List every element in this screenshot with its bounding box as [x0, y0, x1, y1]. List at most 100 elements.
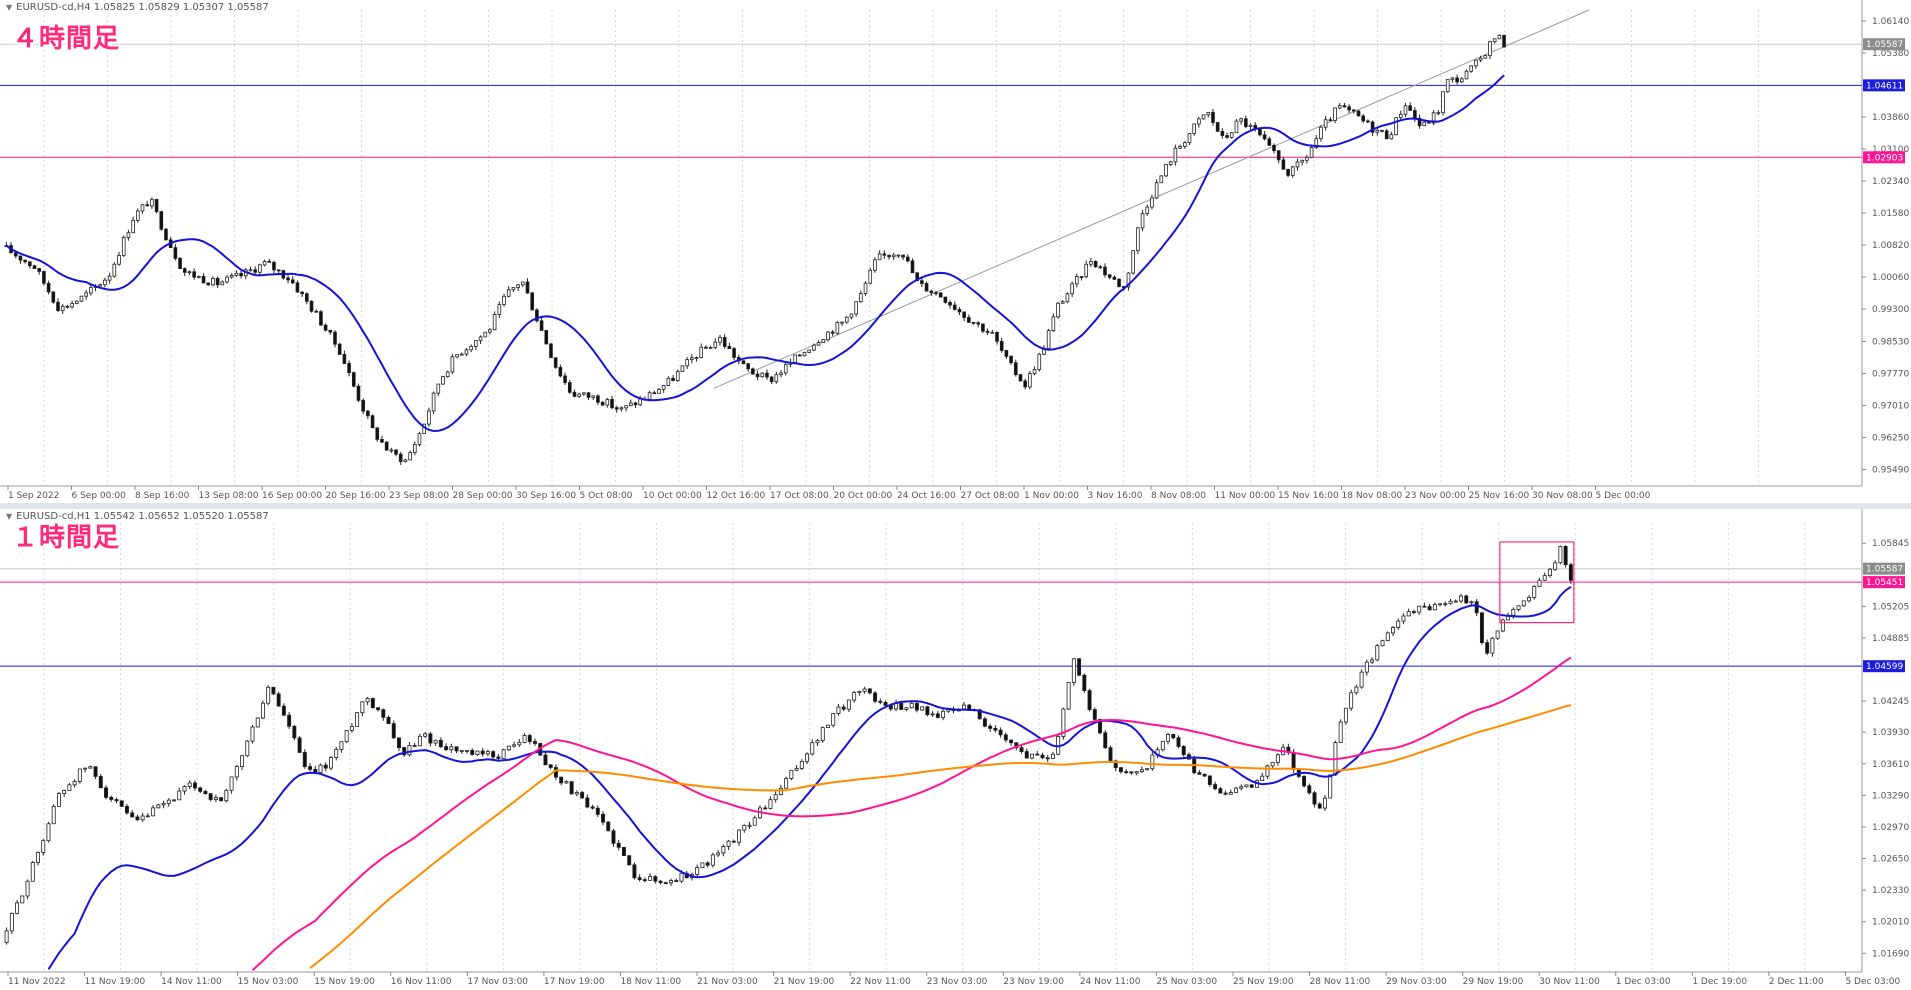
h4-candle-body	[929, 290, 934, 294]
h1-candle-body	[763, 807, 768, 810]
h4-candle-body	[323, 324, 328, 331]
h4-y-tick-label: 1.00820	[1872, 241, 1909, 251]
h1-candle-body	[1521, 600, 1526, 607]
h4-candle-body	[506, 289, 511, 297]
h4-candle-body	[591, 395, 596, 398]
h1-candle-body	[627, 855, 632, 866]
h4-chart-pane[interactable]: 1.06140 1.05380 1.03860 1.03100 1.02340 1.015…	[0, 0, 1911, 506]
h4-candle-body	[427, 410, 431, 425]
h4-candle-body	[1478, 57, 1483, 61]
h4-x-tick-label: 3 Nov 16:00	[1088, 491, 1143, 501]
h1-chart-canvas[interactable]: 1.05845 1.05205 1.04885 1.04245 1.03930 1.036…	[0, 509, 1911, 990]
h4-candle-body	[182, 268, 187, 273]
h1-candle-body	[156, 804, 161, 809]
h1-candle-body	[182, 786, 187, 792]
h1-candle-body	[1338, 721, 1343, 744]
h1-candle-body	[93, 766, 98, 777]
h1-candle-body	[580, 792, 585, 799]
h4-candle-body	[572, 391, 577, 397]
h4-candle-body	[1370, 121, 1375, 133]
h4-candle-body	[1239, 118, 1243, 122]
h1-current-price-label: 1.05587	[1866, 565, 1903, 575]
h1-candle-body	[292, 725, 297, 739]
h4-candle-body	[920, 280, 924, 284]
h4-candle-body	[516, 284, 520, 288]
h4-candle-body	[765, 372, 769, 378]
h4-hline-label-0: 1.04611	[1866, 81, 1903, 91]
h1-candle-body	[920, 706, 925, 711]
h1-candle-body	[506, 745, 511, 751]
h1-candle-body	[260, 702, 265, 719]
h4-timeframe-title: ４時間足	[12, 24, 121, 54]
h4-candle-body	[1413, 110, 1417, 119]
h1-x-tick-label: 22 Nov 11:00	[850, 977, 911, 987]
h1-candle-body	[318, 764, 323, 773]
h4-candle-body	[934, 292, 938, 295]
h4-candle-body	[107, 275, 112, 281]
h4-y-tick-label: 1.03860	[1872, 113, 1909, 123]
h1-candle-body	[1500, 619, 1505, 632]
h1-candle-body	[83, 767, 88, 770]
h1-candle-body	[784, 778, 789, 789]
h4-candle-body	[309, 300, 314, 312]
pane-divider[interactable]	[0, 503, 1911, 509]
h4-candle-body	[826, 331, 830, 341]
h1-x-tick-label: 25 Nov 03:00	[1156, 977, 1217, 987]
h1-candle-body	[1098, 719, 1102, 734]
h4-candle-body	[262, 260, 267, 266]
h1-candle-body	[187, 782, 192, 787]
h1-candle-body	[616, 842, 621, 848]
h1-candle-body	[1542, 575, 1547, 581]
h1-candle-body	[533, 741, 537, 744]
h4-candle-body	[351, 372, 356, 387]
h1-candle-body	[1166, 734, 1171, 742]
h1-candle-body	[124, 805, 129, 814]
h1-candle-body	[172, 799, 176, 802]
h4-candle-body	[549, 343, 553, 359]
h4-x-tick-label: 8 Sep 16:00	[135, 491, 190, 501]
h4-chart-canvas[interactable]: 1.06140 1.05380 1.03860 1.03100 1.02340 1.015…	[0, 0, 1911, 506]
h4-candle-body	[1131, 250, 1135, 274]
h4-candle-body	[1431, 112, 1436, 124]
h1-x-tick-label: 23 Nov 19:00	[1003, 977, 1064, 987]
h4-candle-body	[173, 247, 178, 259]
h1-candle-body	[574, 792, 579, 795]
h1-candle-body	[1359, 671, 1364, 688]
h4-candle-body	[1445, 78, 1450, 93]
h4-candle-body	[1342, 105, 1347, 108]
h4-candle-body	[1248, 124, 1253, 127]
h4-candle-body	[990, 331, 995, 334]
h4-candle-body	[535, 309, 539, 322]
h1-candle-body	[1469, 601, 1474, 604]
h1-candle-body	[794, 768, 799, 771]
h4-candle-body	[722, 337, 727, 347]
h1-chart-pane[interactable]: 1.05845 1.05205 1.04885 1.04245 1.03930 1.036…	[0, 509, 1911, 990]
h1-candle-body	[465, 749, 469, 752]
h4-header-text: EURUSD-cd,H4 1.05825 1.05829 1.05307 1.0…	[16, 2, 269, 13]
h1-x-tick-label: 23 Nov 03:00	[927, 977, 988, 987]
h1-candle-body	[1265, 765, 1270, 777]
h4-x-tick-label: 28 Sep 00:00	[453, 491, 513, 501]
h1-candle-body	[1066, 682, 1071, 710]
h1-candle-body	[41, 840, 46, 853]
h4-candle-body	[868, 269, 873, 284]
h1-candle-body	[1009, 739, 1014, 744]
h1-candle-body	[1291, 751, 1296, 770]
h4-candle-body	[65, 305, 70, 308]
h1-x-tick-label: 2 Dec 11:00	[1769, 977, 1824, 987]
h4-candle-body	[525, 281, 530, 294]
h4-candle-body	[267, 260, 272, 263]
h4-candle-body	[1394, 117, 1398, 136]
h4-candle-body	[178, 257, 182, 270]
h4-candle-body	[924, 283, 929, 292]
h1-current-price-bg	[1863, 562, 1905, 575]
h1-candle-body	[1438, 603, 1443, 606]
h4-x-tick-label: 24 Oct 16:00	[897, 491, 956, 501]
h1-candle-body	[1459, 595, 1463, 602]
h4-candle-body	[610, 399, 614, 409]
h4-candle-body	[1380, 129, 1384, 132]
h1-hline-label-bg-1	[1863, 660, 1905, 673]
h4-candle-body	[70, 303, 74, 308]
h4-candle-body	[333, 331, 337, 345]
h4-candle-body	[1290, 166, 1295, 176]
